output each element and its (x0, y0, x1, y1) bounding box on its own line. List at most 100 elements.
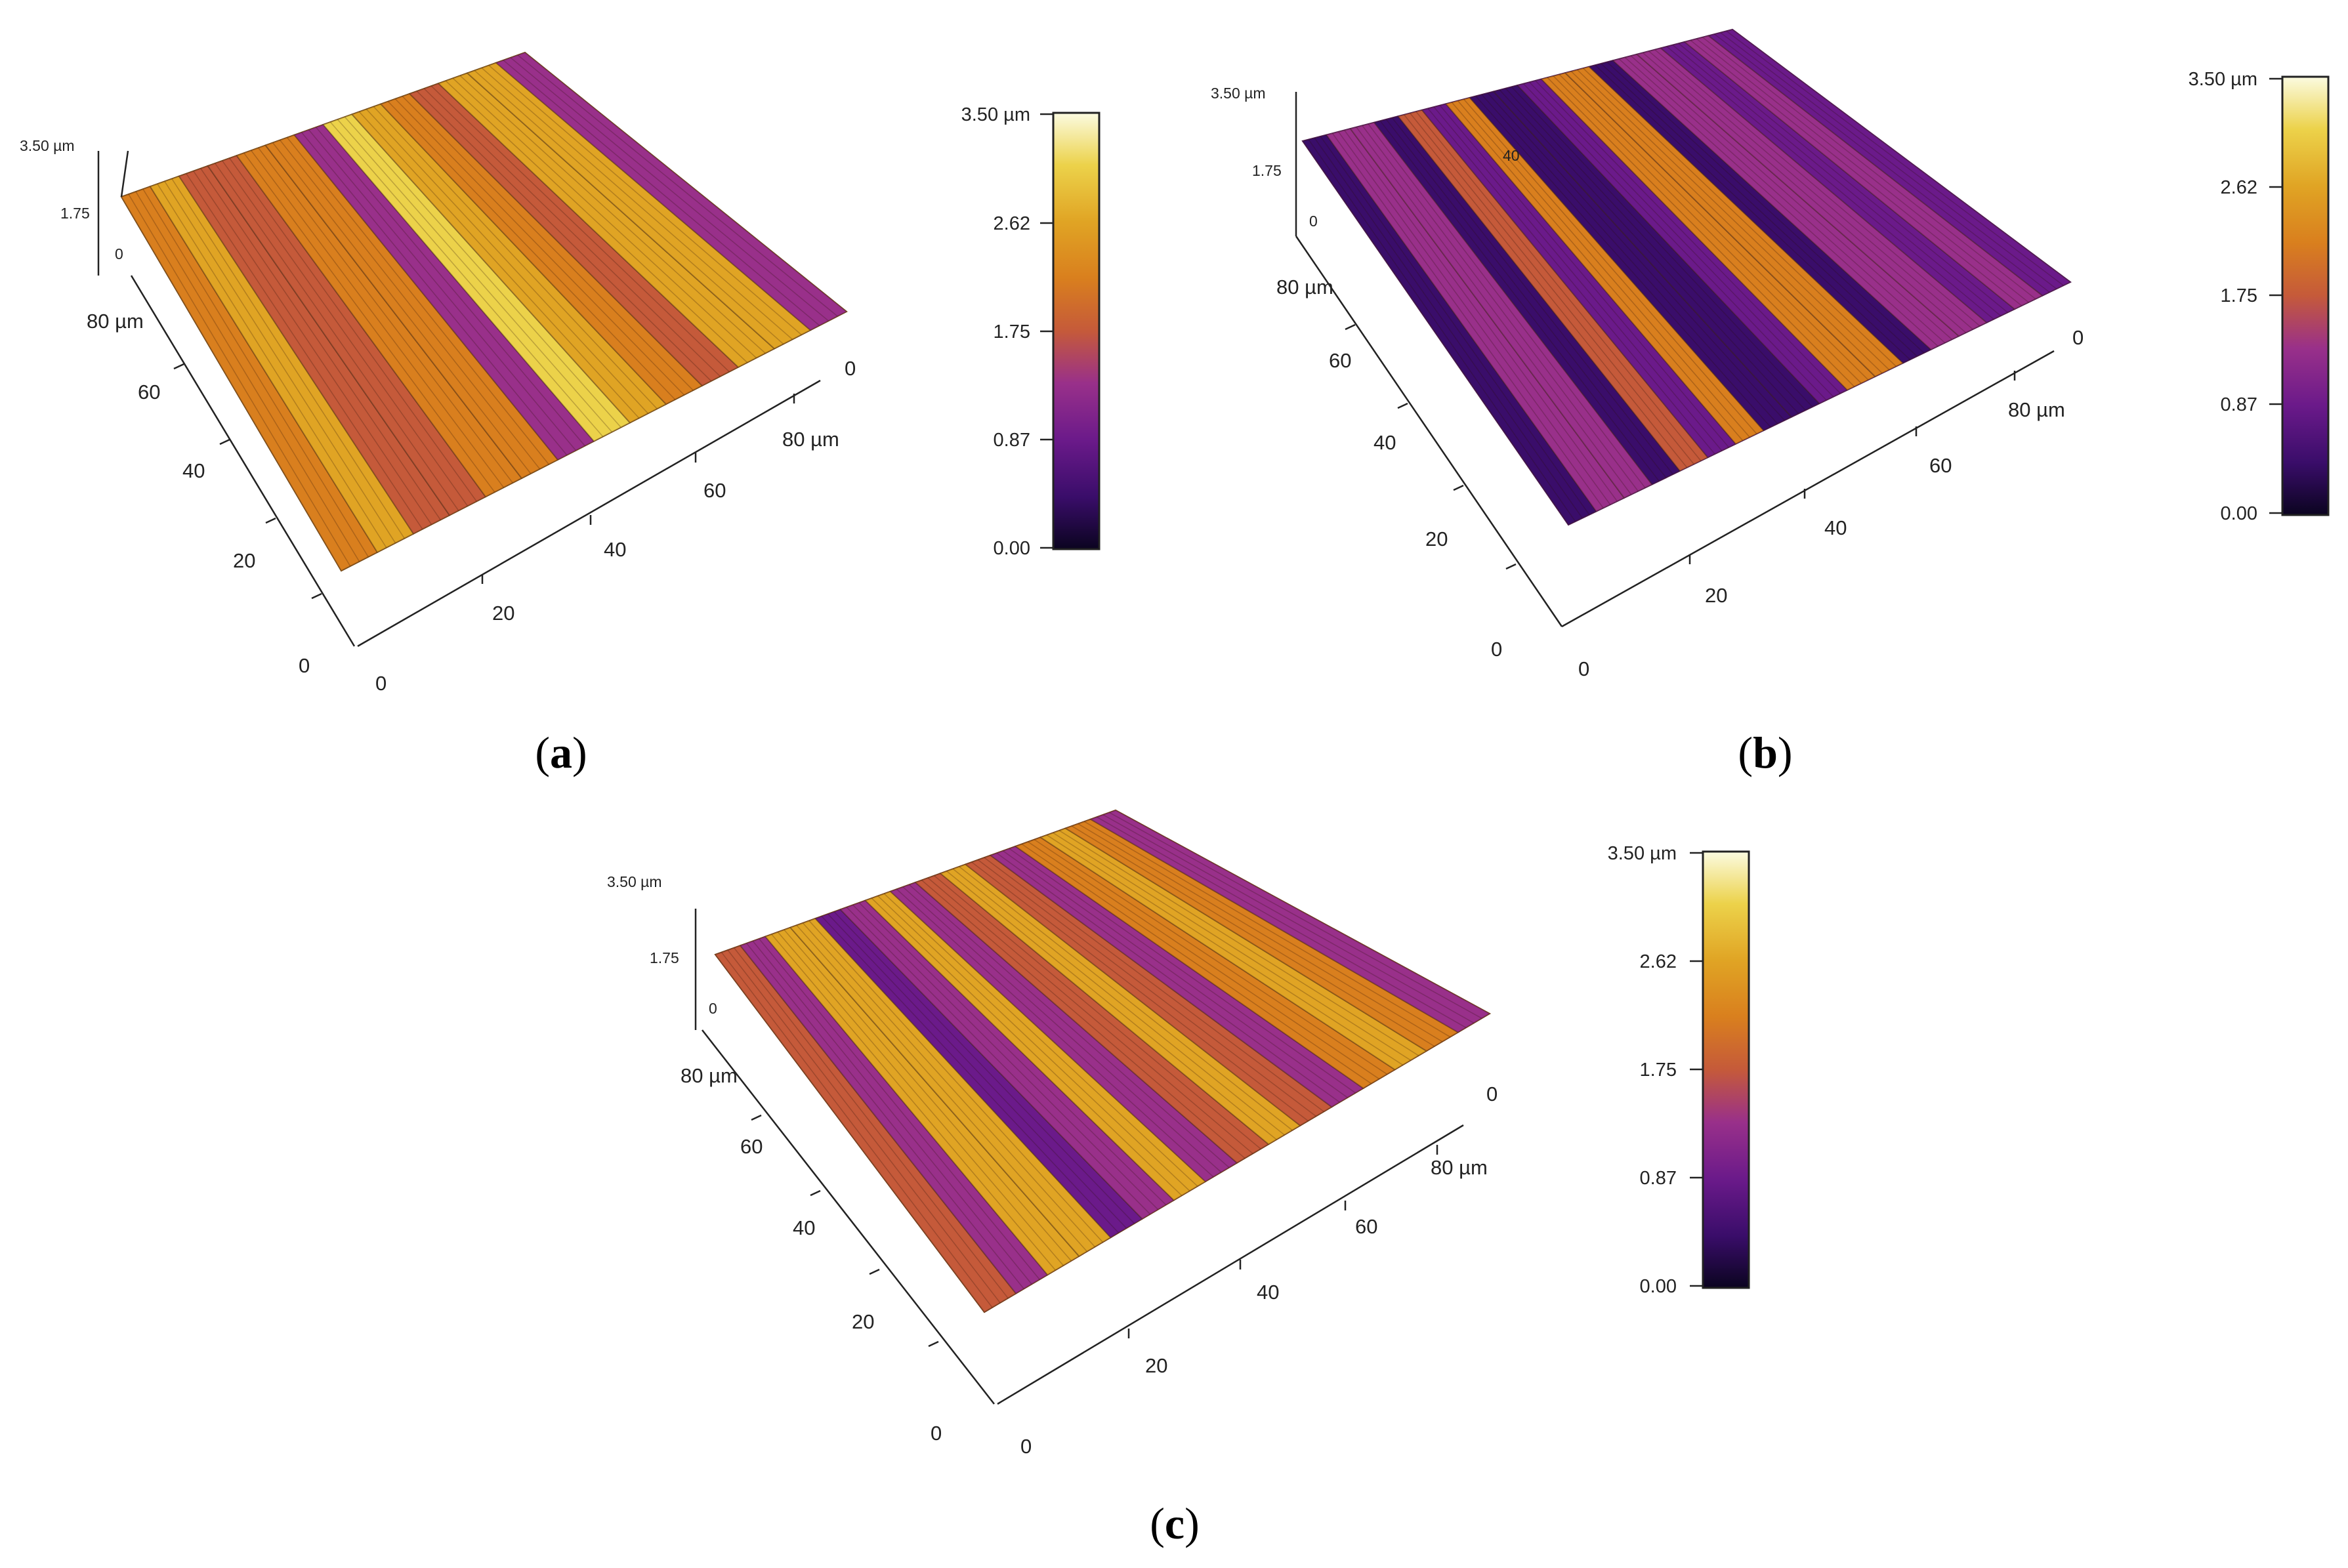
x-tick-0-c: 0 (1020, 1435, 1032, 1458)
ridge-striation (416, 91, 712, 382)
colorbar-c-tick-175: 1.75 (1640, 1060, 1677, 1081)
ridge-striation (1523, 83, 1827, 401)
x-tick-40-a: 40 (604, 538, 626, 561)
z-label-mid-c: 1.75 (650, 949, 679, 966)
ridge-striation (1457, 100, 1750, 438)
ridge-striation (1601, 63, 1918, 357)
ridge-striation (927, 877, 1253, 1154)
y-tick-80-c: 80 µm (681, 1064, 738, 1087)
colorbar-b-tick-087: 0.87 (2221, 394, 2257, 415)
ridge-striation (280, 140, 541, 470)
colorbar-a-tick-max: 3.50 µm (961, 104, 1030, 125)
far-corner-label-c: 0 (1486, 1083, 1498, 1105)
ridge-striation (1046, 835, 1404, 1065)
ridge-striation (1511, 86, 1813, 407)
ridge-striation (1083, 821, 1451, 1038)
colorbar-b-tick-262: 2.62 (2221, 177, 2257, 198)
ridge-striation (387, 101, 676, 400)
ridge-striation (746, 943, 1024, 1289)
x-tick-80-c: 80 µm (1431, 1156, 1488, 1179)
ridge-striation (1529, 81, 1834, 398)
ridge-striation (1583, 68, 1897, 367)
ridge-striation (394, 98, 685, 396)
ridge-striation (1690, 39, 2023, 306)
ridge-striation (128, 194, 351, 567)
z-label-mid-a: 1.75 (60, 205, 90, 222)
ridge-striation (1337, 131, 1611, 505)
ridge-striation (1021, 843, 1372, 1084)
ridge-striation (142, 188, 369, 558)
ridge-striation (1071, 825, 1435, 1047)
ridge-striation (1720, 32, 2057, 289)
ridge-striation (1344, 130, 1618, 502)
ridge-striation (452, 77, 757, 359)
ridge-striation (1624, 56, 1946, 344)
colorbar-gradient-b (2281, 75, 2330, 516)
colorbar-c-tick-000: 0.00 (1640, 1276, 1677, 1297)
ridge-stripe (1707, 28, 2072, 297)
ridge-striation (727, 949, 1001, 1304)
ridge-striation (771, 934, 1056, 1271)
z-label-max-b: 3.50 µm (1211, 85, 1266, 102)
x-tick-20-c: 20 (1145, 1354, 1167, 1377)
ridge-striation (883, 893, 1198, 1187)
ridge-striation (952, 868, 1285, 1136)
ridges-c (714, 809, 1492, 1313)
ridge-striation (1078, 823, 1443, 1042)
ridge-striation (1320, 136, 1590, 516)
ridge-striation (171, 178, 405, 539)
ridge-striation (1606, 62, 1925, 354)
ridge-striation (1666, 46, 1994, 320)
ridge-striation (1463, 98, 1757, 434)
x-axis-c (997, 1124, 1464, 1405)
ridge-striation (1618, 58, 1939, 347)
ridge-striation (921, 879, 1246, 1159)
ridge-striation (344, 116, 621, 428)
x-tick-40-c: 40 (1257, 1281, 1279, 1304)
x-tick-60-c: 60 (1355, 1215, 1377, 1238)
ridge-striation (337, 119, 613, 432)
ridge-striation (1696, 38, 2029, 303)
ridge-striation (1702, 37, 2036, 300)
y-tick-60-b: 60 (1329, 349, 1351, 372)
ridge-striation (157, 183, 387, 548)
ridge-striation (243, 152, 495, 493)
ridge-stripe (1089, 809, 1492, 1033)
ridge-striation (1678, 43, 2008, 313)
y-tick-0-b: 0 (1491, 638, 1502, 661)
y-tick-20-c: 20 (852, 1310, 874, 1333)
x-axis-a (357, 379, 821, 648)
ridge-striation (1433, 106, 1723, 451)
ridge-striation (1595, 64, 1911, 360)
ridge-striation (1362, 125, 1639, 492)
ridge-striation (423, 88, 721, 377)
ridge-striation (1559, 73, 1869, 381)
ridge-striation (510, 57, 829, 321)
ridge-striation (1487, 93, 1785, 421)
ridge-striation (1714, 33, 2050, 293)
ridge-striation (984, 857, 1324, 1112)
ridge-striation (164, 181, 396, 544)
ridge-striation (934, 875, 1261, 1149)
colorbar-c-tick-087: 0.87 (1640, 1168, 1677, 1189)
colorbar-b-tick-175: 1.75 (2221, 285, 2257, 306)
extra-label-b: 40 (1503, 147, 1520, 164)
panel-c: 3.50 µm 1.75 0 80 µm 60 40 20 0 0 20 40 … (607, 809, 1750, 1548)
ridge-striation (366, 108, 649, 414)
y-axis-b (1295, 236, 1563, 627)
ridge-striation (946, 871, 1277, 1140)
ridge-striation (1385, 119, 1667, 478)
ridge-striation (358, 111, 640, 419)
ridge-striation (287, 137, 549, 465)
ridge-striation (1391, 117, 1673, 475)
x-tick-20-a: 20 (492, 602, 514, 625)
ridge-striation (1570, 71, 1883, 374)
x-tick-60-b: 60 (1929, 454, 1952, 477)
ridge-striation (1059, 830, 1419, 1056)
y-tick-20-a: 20 (233, 549, 255, 572)
ridge-striation (481, 68, 793, 340)
z-label-mid-b: 1.75 (1252, 162, 1282, 179)
ridge-striation (908, 884, 1230, 1168)
ridge-striation (229, 157, 477, 502)
colorbar-a-tick-262: 2.62 (994, 213, 1030, 234)
